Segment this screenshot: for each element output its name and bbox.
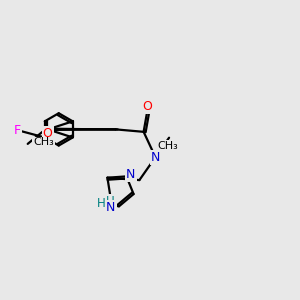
Text: N: N [106, 201, 115, 214]
Text: N: N [107, 197, 116, 210]
Text: CH₃: CH₃ [33, 137, 54, 147]
Text: H: H [97, 197, 106, 210]
Text: O: O [43, 127, 52, 140]
Text: N: N [151, 151, 160, 164]
Text: O: O [142, 100, 152, 113]
Text: N: N [126, 168, 136, 182]
Text: CH₃: CH₃ [157, 141, 178, 151]
Text: F: F [14, 124, 21, 137]
Text: H: H [106, 195, 115, 208]
